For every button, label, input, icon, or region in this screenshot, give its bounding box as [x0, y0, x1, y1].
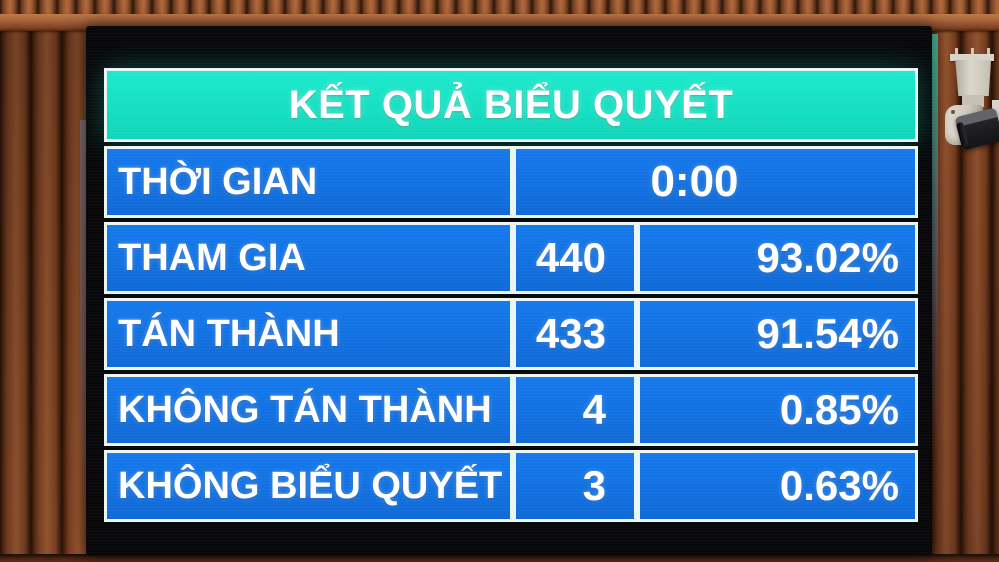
camera-screw — [951, 110, 955, 114]
camera-mount-neck — [962, 95, 984, 107]
table-row-participated: THAM GIA 440 93.02% — [104, 222, 918, 294]
led-display-screen: KẾT QUẢ BIỂU QUYẾT THỜI GIAN 0:00 THAM G… — [86, 26, 932, 556]
row-label: KHÔNG BIỂU QUYẾT — [104, 450, 513, 522]
wooden-bottom-trim — [0, 554, 999, 562]
camera-mount-plate — [950, 54, 994, 61]
row-percent: 91.54% — [637, 298, 918, 370]
camera-mount-head — [955, 60, 991, 96]
security-camera-icon — [941, 48, 999, 163]
camera-bracket-prong — [955, 48, 958, 56]
board-title: KẾT QUẢ BIỂU QUYẾT — [288, 82, 734, 127]
voting-results-board: KẾT QUẢ BIỂU QUYẾT THỜI GIAN 0:00 THAM G… — [104, 68, 918, 522]
table-row-disapprove: KHÔNG TÁN THÀNH 4 0.85% — [104, 374, 918, 446]
row-count: 440 — [513, 222, 637, 294]
camera-bracket-prong — [987, 48, 990, 56]
table-row-approve: TÁN THÀNH 433 91.54% — [104, 298, 918, 370]
row-label: THỜI GIAN — [104, 146, 513, 218]
row-count: 433 — [513, 298, 637, 370]
table-row-time: THỜI GIAN 0:00 — [104, 146, 918, 218]
timer-value: 0:00 — [513, 146, 918, 218]
table-row-abstain: KHÔNG BIỂU QUYẾT 3 0.63% — [104, 450, 918, 522]
wooden-top-slats — [0, 0, 999, 16]
row-count: 4 — [513, 374, 637, 446]
row-percent: 0.85% — [637, 374, 918, 446]
row-percent: 0.63% — [637, 450, 918, 522]
row-label: TÁN THÀNH — [104, 298, 513, 370]
row-label: THAM GIA — [104, 222, 513, 294]
row-percent: 93.02% — [637, 222, 918, 294]
camera-bracket-prong — [971, 48, 974, 56]
row-count: 3 — [513, 450, 637, 522]
board-title-bar: KẾT QUẢ BIỂU QUYẾT — [104, 68, 918, 142]
row-label: KHÔNG TÁN THÀNH — [104, 374, 513, 446]
